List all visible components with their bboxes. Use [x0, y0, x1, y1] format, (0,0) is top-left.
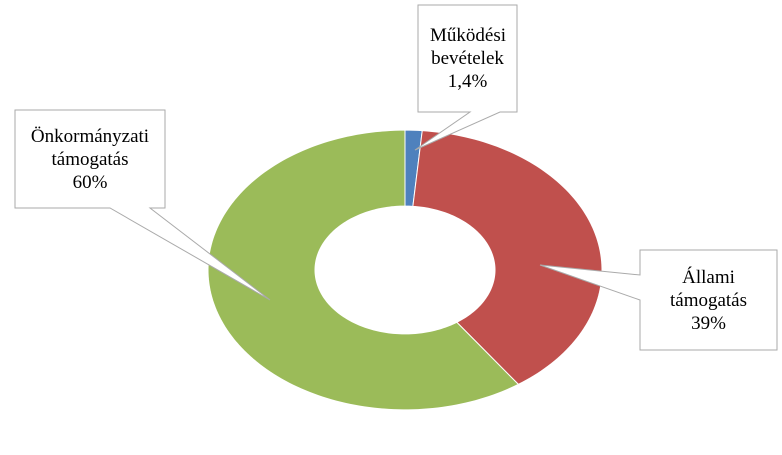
- callout-box: [14, 109, 271, 301]
- callout: Állami támogatás 39%: [640, 250, 777, 350]
- value-label: 1,4%: [447, 71, 488, 92]
- slices: [207, 129, 603, 411]
- callout-box: [539, 249, 778, 351]
- donut-slice: [207, 129, 520, 411]
- slice-label: Önkormányzati támogatás: [30, 125, 150, 170]
- value-label: 60%: [72, 171, 108, 193]
- callout-box: [414, 4, 518, 151]
- slice-label: Működési bevételek: [430, 25, 506, 69]
- callout: Működési bevételek 1,4%: [418, 5, 517, 112]
- value-label: 39%: [691, 312, 726, 334]
- callout: Önkormányzati támogatás 60%: [15, 110, 165, 208]
- slice-label: Állami támogatás: [669, 266, 748, 311]
